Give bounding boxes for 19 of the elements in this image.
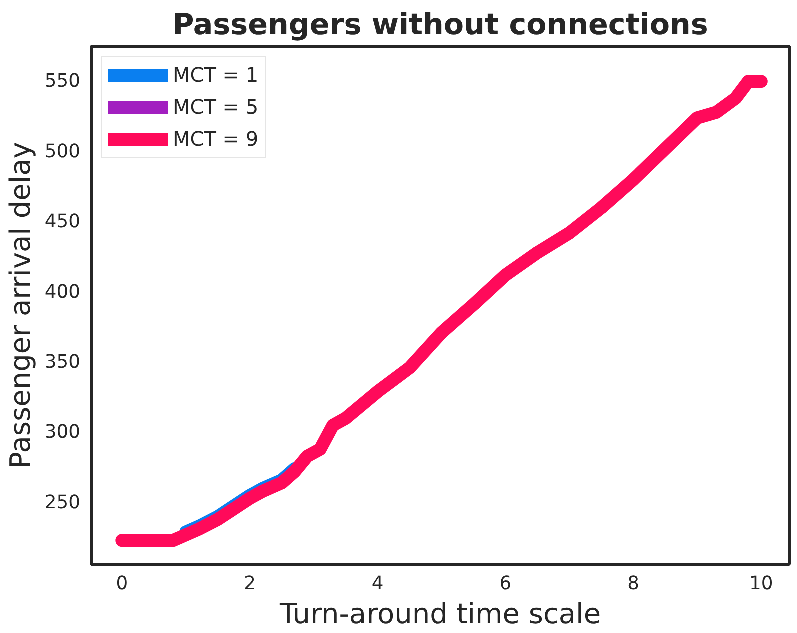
y-tick-label: 450 bbox=[44, 212, 80, 233]
legend-label: MCT = 5 bbox=[173, 95, 259, 119]
y-tick-label: 500 bbox=[44, 141, 80, 162]
x-tick-label: 10 bbox=[750, 574, 774, 594]
y-axis-title: Passenger arrival delay bbox=[4, 142, 37, 469]
y-tick-label: 550 bbox=[44, 71, 80, 92]
x-axis-title: Turn-around time scale bbox=[278, 598, 602, 630]
y-tick-label: 350 bbox=[44, 352, 80, 373]
legend-label: MCT = 9 bbox=[173, 127, 259, 151]
legend-label: MCT = 1 bbox=[173, 63, 259, 87]
y-tick-label: 300 bbox=[44, 422, 80, 444]
y-tick-label: 400 bbox=[44, 282, 80, 303]
x-tick-label: 2 bbox=[244, 574, 256, 594]
x-tick-label: 0 bbox=[116, 574, 128, 594]
y-tick-label: 250 bbox=[44, 492, 80, 514]
chart-title: Passengers without connections bbox=[172, 8, 708, 42]
x-tick-label: 8 bbox=[628, 574, 640, 594]
x-tick-label: 6 bbox=[500, 574, 512, 594]
x-tick-label: 4 bbox=[372, 574, 384, 594]
